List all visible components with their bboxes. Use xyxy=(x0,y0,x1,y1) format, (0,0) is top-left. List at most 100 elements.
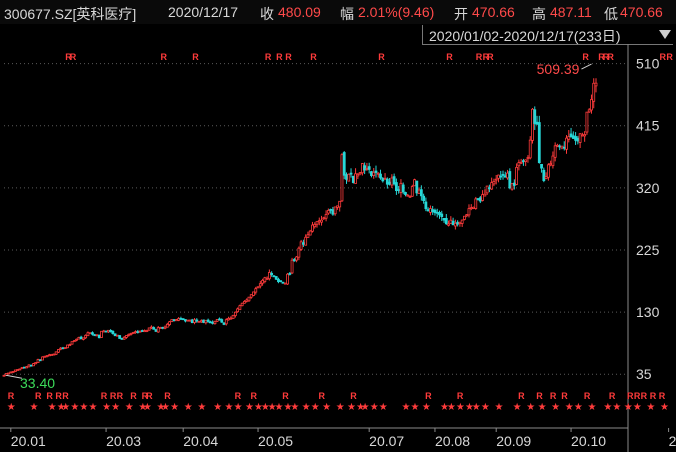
candle-body xyxy=(399,182,403,193)
event-marker: R xyxy=(446,52,453,62)
candle-body xyxy=(406,194,410,197)
candle-body xyxy=(438,212,441,216)
candle-body xyxy=(381,177,385,182)
candle-body xyxy=(360,163,364,174)
candle-body xyxy=(174,319,178,322)
candle-body xyxy=(165,323,169,328)
candle-body xyxy=(492,181,496,185)
triangle-down-icon[interactable] xyxy=(659,30,671,39)
candle-body xyxy=(52,353,56,356)
event-marker: R xyxy=(609,391,616,401)
star-marker: ★ xyxy=(234,402,243,413)
candle-body xyxy=(385,178,389,185)
candle-body xyxy=(118,335,122,339)
candle-body xyxy=(553,145,557,158)
event-marker: R xyxy=(130,391,137,401)
candle-body xyxy=(247,296,251,302)
event-marker: R xyxy=(319,391,326,401)
candle-body xyxy=(528,139,532,159)
low-pointer xyxy=(5,374,23,379)
candle-body xyxy=(512,182,516,186)
candle-body xyxy=(494,178,498,181)
candle-body xyxy=(592,82,596,102)
candle-body xyxy=(75,338,78,341)
event-marker: R xyxy=(627,391,634,401)
candle-body xyxy=(172,319,176,322)
candle-body xyxy=(372,171,376,176)
event-marker: R xyxy=(35,391,42,401)
candle-body xyxy=(483,193,487,197)
event-marker: R xyxy=(561,391,568,401)
candle-body xyxy=(9,371,13,374)
star-marker: ★ xyxy=(245,402,254,413)
candle-body xyxy=(50,354,54,356)
event-marker: R xyxy=(518,391,525,401)
candle-body xyxy=(125,335,128,338)
candle-body xyxy=(587,109,591,113)
candle-body xyxy=(288,273,292,275)
event-marker: R xyxy=(192,52,199,62)
candle-body xyxy=(272,275,276,278)
candle-body xyxy=(57,349,60,353)
candle-body xyxy=(571,135,575,139)
candle-body xyxy=(102,330,106,333)
event-marker: R xyxy=(634,391,641,401)
star-marker: ★ xyxy=(157,402,166,413)
candle-body xyxy=(472,206,475,209)
event-marker: R xyxy=(46,391,53,401)
candle-body xyxy=(449,219,453,224)
candle-body xyxy=(585,111,589,133)
candle-body xyxy=(338,200,342,208)
candle-body xyxy=(79,336,83,340)
star-marker: ★ xyxy=(184,402,193,413)
event-marker: R xyxy=(282,391,289,401)
candle-body xyxy=(159,327,162,329)
candle-body xyxy=(417,189,421,194)
low-value: 470.66 xyxy=(620,4,663,20)
candle-body xyxy=(245,299,249,302)
candle-body xyxy=(490,182,494,190)
candle-body xyxy=(476,198,480,200)
candle-body xyxy=(320,219,323,223)
candle-body xyxy=(154,329,158,332)
star-marker: ★ xyxy=(57,402,66,413)
candle-body xyxy=(86,332,90,337)
candle-body xyxy=(392,176,396,185)
x-tick-label: 20.07 xyxy=(369,433,404,449)
candle-body xyxy=(143,330,147,333)
date-range-selector[interactable]: 2020/01/02-2020/12/17(233日) xyxy=(422,25,673,45)
open-label: 开 xyxy=(454,6,468,22)
star-marker: ★ xyxy=(347,402,356,413)
candle-body xyxy=(440,213,444,218)
star-marker: ★ xyxy=(254,402,263,413)
candle-body xyxy=(333,206,337,215)
star-marker: ★ xyxy=(138,402,147,413)
candle-body xyxy=(93,334,97,337)
candle-body xyxy=(451,220,455,226)
candle-body xyxy=(556,144,559,147)
candle-body xyxy=(574,136,577,141)
star-marker: ★ xyxy=(447,402,456,413)
candle-body xyxy=(370,171,373,176)
candle-body xyxy=(238,305,242,311)
candle-body xyxy=(116,334,119,337)
star-marker: ★ xyxy=(274,402,283,413)
event-marker: R xyxy=(65,52,72,62)
candle-body xyxy=(7,372,10,375)
low-annotation: 33.40 xyxy=(20,375,55,391)
candle-body xyxy=(311,224,314,232)
candle-body xyxy=(408,195,412,198)
candle-body xyxy=(131,332,135,334)
event-marker: R xyxy=(487,52,494,62)
change-value: 2.01%(9.46) xyxy=(358,4,435,20)
star-marker: ★ xyxy=(603,402,612,413)
candle-body xyxy=(202,319,206,323)
candle-body xyxy=(277,278,280,283)
star-marker: ★ xyxy=(197,402,206,413)
event-marker: R xyxy=(146,391,153,401)
candle-body xyxy=(84,334,88,339)
candle-body xyxy=(63,347,67,349)
candle-body xyxy=(419,189,423,197)
y-tick-label: 225 xyxy=(636,242,660,258)
